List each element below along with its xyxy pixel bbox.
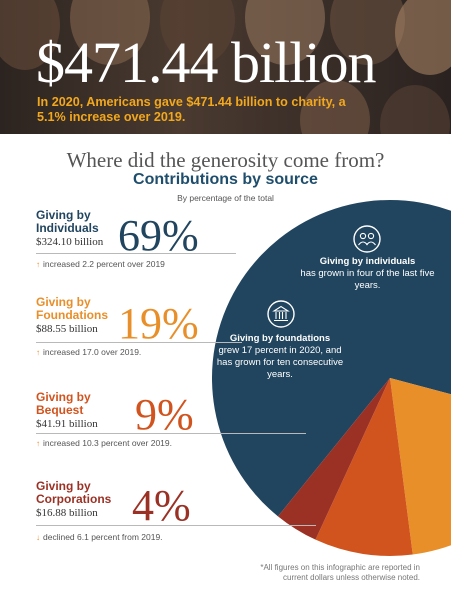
hero-photo-figure bbox=[395, 0, 451, 75]
people-icon bbox=[353, 225, 381, 253]
source-label: Giving by Foundations bbox=[36, 295, 108, 322]
change-text: declined 6.1 percent from 2019. bbox=[43, 532, 163, 542]
source-label: Giving by Individuals bbox=[36, 208, 99, 235]
percent-individuals: 69% bbox=[118, 211, 199, 260]
divider-foundations bbox=[36, 342, 242, 343]
callout-foundations-text: grew 17 percent in 2020, and has grown f… bbox=[216, 345, 344, 380]
callout-individuals: Giving by individuals has grown in four … bbox=[300, 256, 435, 292]
slice-individuals bbox=[212, 200, 451, 517]
change-corporations: ↓ declined 6.1 percent from 2019. bbox=[36, 532, 163, 542]
change-individuals: ↑ increased 2.2 percent over 2019 bbox=[36, 259, 165, 269]
divider-individuals bbox=[36, 253, 236, 254]
hero-banner: $471.44 billion In 2020, Americans gave … bbox=[0, 0, 451, 134]
footnote: *All figures on this infographic are rep… bbox=[260, 563, 420, 582]
source-label: Giving by Bequest bbox=[36, 390, 91, 417]
callout-individuals-text: has grown in four of the last five years… bbox=[300, 268, 435, 291]
source-amount: $16.88 billion bbox=[36, 507, 98, 519]
chart-subtitle: By percentage of the total bbox=[177, 193, 274, 203]
up-arrow-icon: ↑ bbox=[36, 348, 40, 357]
down-arrow-icon: ↓ bbox=[36, 533, 40, 542]
divider-bequest bbox=[36, 433, 306, 434]
source-foundations: Giving by Foundations $88.55 billion bbox=[36, 295, 116, 336]
source-individuals: Giving by Individuals $324.10 billion bbox=[36, 208, 116, 249]
source-amount: $41.91 billion bbox=[36, 418, 98, 430]
callout-individuals-bold: Giving by individuals bbox=[319, 256, 416, 267]
hero-headline: $471.44 billion bbox=[36, 30, 376, 95]
percent-corporations: 4% bbox=[132, 481, 191, 530]
change-text: increased 10.3 percent over 2019. bbox=[43, 438, 173, 448]
change-text: increased 17.0 over 2019. bbox=[43, 347, 142, 357]
chart-title: Contributions by source bbox=[133, 171, 318, 188]
building-icon bbox=[267, 300, 295, 328]
change-bequest: ↑ increased 10.3 percent over 2019. bbox=[36, 438, 172, 448]
callout-foundations-bold: Giving by foundations bbox=[229, 333, 331, 344]
hero-subhead: In 2020, Americans gave $471.44 billion … bbox=[37, 95, 346, 124]
source-label: Giving by Corporations bbox=[36, 479, 112, 506]
percent-foundations: 19% bbox=[118, 299, 199, 348]
change-foundations: ↑ increased 17.0 over 2019. bbox=[36, 347, 141, 357]
slice-bequest bbox=[315, 378, 413, 556]
source-bequest: Giving by Bequest $41.91 billion bbox=[36, 390, 116, 431]
section-title: Where did the generosity come from? bbox=[66, 148, 385, 172]
up-arrow-icon: ↑ bbox=[36, 439, 40, 448]
source-corporations: Giving by Corporations $16.88 billion bbox=[36, 479, 116, 520]
percent-bequest: 9% bbox=[135, 390, 194, 439]
source-amount: $324.10 billion bbox=[36, 236, 104, 248]
slice-corporations bbox=[277, 378, 390, 540]
change-text: increased 2.2 percent over 2019 bbox=[43, 259, 165, 269]
slice-foundations bbox=[390, 378, 451, 555]
up-arrow-icon: ↑ bbox=[36, 260, 40, 269]
divider-corporations bbox=[36, 525, 316, 526]
source-amount: $88.55 billion bbox=[36, 323, 98, 335]
callout-foundations: Giving by foundations grew 17 percent in… bbox=[214, 333, 346, 381]
